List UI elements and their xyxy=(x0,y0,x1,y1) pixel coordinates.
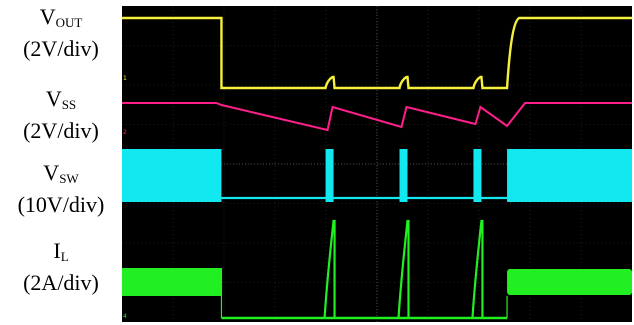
vsw-scale: (10V/div) xyxy=(17,192,105,217)
channel-labels: VOUT (2V/div) VSS (2V/div) VSW (10V/div)… xyxy=(0,0,122,325)
vout-label: VOUT (2V/div) xyxy=(0,4,122,62)
vss-symbol: VSS xyxy=(45,86,77,112)
vss-label: VSS (2V/div) xyxy=(0,86,122,144)
il-ripple-band xyxy=(122,268,222,296)
il-ripple-band xyxy=(507,269,632,295)
scope-traces: 1 2 3 4 xyxy=(122,16,632,320)
il-label: IL (2A/div) xyxy=(0,238,122,296)
oscilloscope-screen: 1 2 3 4 xyxy=(122,6,632,322)
vsw-ground-marker: 3 xyxy=(123,190,127,197)
vsw-switching-band xyxy=(507,149,632,202)
vsw-restart-burst xyxy=(399,149,408,202)
vss-scale: (2V/div) xyxy=(23,118,99,143)
vout-scale: (2V/div) xyxy=(23,36,99,61)
vout-ground-marker: 1 xyxy=(123,75,127,82)
il-current-spike xyxy=(323,219,336,319)
vout-symbol: VOUT xyxy=(39,4,83,30)
il-current-spike xyxy=(397,219,410,319)
vss-ground-marker: 2 xyxy=(123,129,127,136)
il-symbol: IL xyxy=(53,238,69,264)
vsw-symbol: VSW xyxy=(43,160,79,186)
il-ground-marker: 4 xyxy=(123,313,127,320)
vss-trace xyxy=(122,102,632,132)
vsw-restart-burst xyxy=(325,149,334,202)
vsw-label: VSW (10V/div) xyxy=(0,160,122,218)
il-scale: (2A/div) xyxy=(23,270,99,295)
vout-trace xyxy=(122,16,632,90)
vsw-restart-burst xyxy=(473,149,482,202)
vsw-switching-band xyxy=(122,149,222,202)
il-current-spike xyxy=(471,219,484,319)
